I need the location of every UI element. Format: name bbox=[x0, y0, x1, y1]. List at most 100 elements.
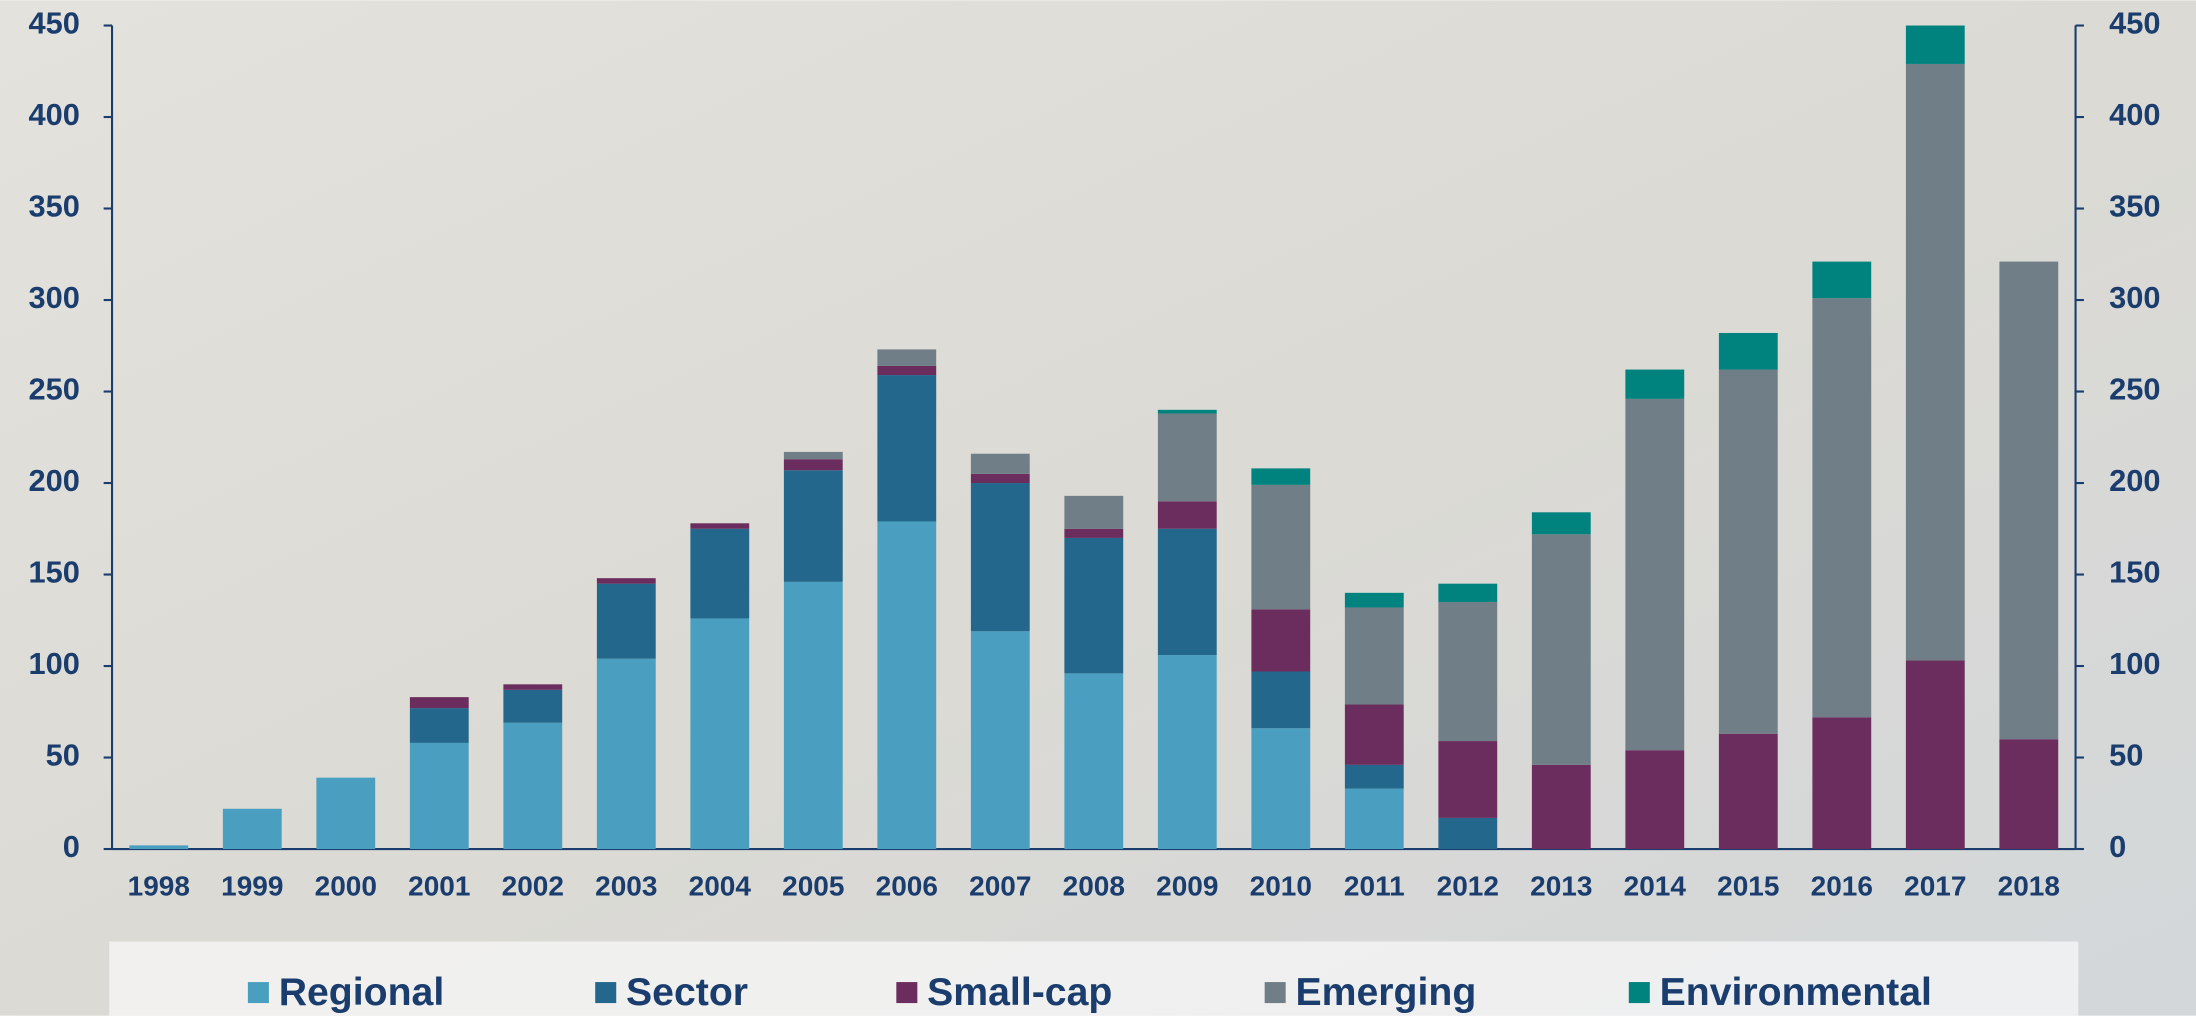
bar-segment bbox=[877, 375, 937, 522]
bar-segment bbox=[222, 808, 282, 850]
bar-segment bbox=[1438, 817, 1498, 850]
x-tick-label: 2014 bbox=[1624, 871, 1687, 902]
bar-segment bbox=[1625, 398, 1685, 751]
bar-segment bbox=[1718, 733, 1778, 850]
bar-segment bbox=[1905, 63, 1965, 661]
bar-segment bbox=[1064, 495, 1124, 529]
y2-tick-label: 100 bbox=[2109, 646, 2160, 681]
bar-segment bbox=[877, 521, 937, 850]
bar-segment bbox=[690, 618, 750, 850]
bar-segment bbox=[1531, 764, 1591, 850]
x-tick-label: 2004 bbox=[689, 871, 752, 902]
legend-box bbox=[109, 941, 2079, 1016]
bar-segment bbox=[1344, 592, 1404, 608]
x-tick-label: 1998 bbox=[128, 871, 190, 902]
x-tick-label: 1999 bbox=[221, 871, 283, 902]
bar-segment bbox=[1344, 704, 1404, 765]
bar-segment bbox=[690, 523, 750, 529]
bar-segment bbox=[596, 578, 656, 584]
legend-swatch bbox=[1628, 982, 1650, 1004]
bar-segment bbox=[1157, 409, 1217, 414]
legend-label: Regional bbox=[279, 971, 445, 1014]
y-tick-label: 150 bbox=[28, 555, 79, 590]
bar-segment bbox=[690, 528, 750, 619]
bar-segment bbox=[596, 583, 656, 659]
bar-segment bbox=[503, 684, 563, 690]
y-tick-label: 200 bbox=[28, 463, 79, 498]
x-tick-label: 2015 bbox=[1717, 871, 1779, 902]
x-tick-label: 2001 bbox=[408, 871, 470, 902]
bar-segment bbox=[1344, 607, 1404, 705]
legend-label: Sector bbox=[626, 971, 748, 1014]
x-tick-label: 2006 bbox=[876, 871, 938, 902]
bar-segment bbox=[1251, 468, 1311, 485]
y-tick-label: 50 bbox=[46, 738, 80, 773]
y2-tick-label: 150 bbox=[2109, 555, 2160, 590]
x-tick-label: 2011 bbox=[1344, 871, 1405, 902]
bar-segment bbox=[1905, 660, 1965, 850]
x-tick-label: 2010 bbox=[1250, 871, 1312, 902]
bar-segment bbox=[1438, 741, 1498, 818]
bar-segment bbox=[1251, 728, 1311, 850]
y-tick-label: 450 bbox=[28, 6, 79, 41]
bar-segment bbox=[1064, 673, 1124, 850]
y2-tick-label: 0 bbox=[2109, 829, 2126, 864]
bar-segment bbox=[1251, 609, 1311, 672]
bar-segment bbox=[1064, 528, 1124, 538]
x-tick-label: 2018 bbox=[1998, 871, 2060, 902]
bar-segment bbox=[783, 451, 843, 460]
bar-segment bbox=[1251, 484, 1311, 610]
bar-segment bbox=[783, 470, 843, 582]
bar-segment bbox=[970, 631, 1030, 850]
bar-segment bbox=[1157, 501, 1217, 529]
bar-segment bbox=[503, 689, 563, 723]
bar-segment bbox=[1625, 369, 1685, 399]
bar-segment bbox=[1157, 413, 1217, 502]
y2-tick-label: 450 bbox=[2109, 6, 2160, 41]
y-tick-label: 400 bbox=[28, 97, 79, 132]
y2-tick-label: 50 bbox=[2109, 738, 2143, 773]
legend-label: Small-cap bbox=[927, 971, 1112, 1014]
bar-segment bbox=[877, 349, 937, 366]
legend-swatch bbox=[595, 982, 617, 1004]
bar-segment bbox=[1718, 332, 1778, 370]
x-tick-label: 2013 bbox=[1530, 871, 1592, 902]
x-tick-label: 2003 bbox=[595, 871, 657, 902]
bar-segment bbox=[1157, 528, 1217, 656]
bar-segment bbox=[1438, 601, 1498, 742]
y2-tick-label: 300 bbox=[2109, 280, 2160, 315]
legend-swatch bbox=[247, 982, 269, 1004]
bar-segment bbox=[129, 845, 189, 850]
legend-swatch bbox=[1264, 982, 1286, 1004]
x-tick-label: 2005 bbox=[782, 871, 844, 902]
x-tick-label: 2016 bbox=[1811, 871, 1873, 902]
bar-segment bbox=[1999, 261, 2059, 740]
x-tick-label: 2017 bbox=[1904, 871, 1966, 902]
y2-tick-label: 350 bbox=[2109, 189, 2160, 224]
y-tick-label: 250 bbox=[28, 372, 79, 407]
y-tick-label: 0 bbox=[63, 829, 80, 864]
y-tick-label: 100 bbox=[28, 646, 79, 681]
bar-segment bbox=[316, 777, 376, 850]
legend-swatch bbox=[896, 982, 918, 1004]
bar-segment bbox=[970, 453, 1030, 474]
bar-segment bbox=[1344, 764, 1404, 789]
bar-segment bbox=[1251, 671, 1311, 729]
legend-label: Emerging bbox=[1295, 971, 1476, 1014]
bar-segment bbox=[783, 459, 843, 471]
bar-segment bbox=[1812, 298, 1872, 718]
bar-segment bbox=[1812, 261, 1872, 299]
y-tick-label: 350 bbox=[28, 189, 79, 224]
bar-segment bbox=[970, 473, 1030, 484]
bar-segment bbox=[409, 742, 469, 850]
x-tick-label: 2012 bbox=[1437, 871, 1499, 902]
x-tick-label: 2002 bbox=[502, 871, 564, 902]
bar-segment bbox=[1064, 537, 1124, 674]
bar-segment bbox=[409, 697, 469, 709]
bar-segment bbox=[1812, 717, 1872, 850]
bar-segment bbox=[1531, 512, 1591, 535]
y-tick-label: 300 bbox=[28, 280, 79, 315]
legend-label: Environmental bbox=[1660, 971, 1932, 1014]
